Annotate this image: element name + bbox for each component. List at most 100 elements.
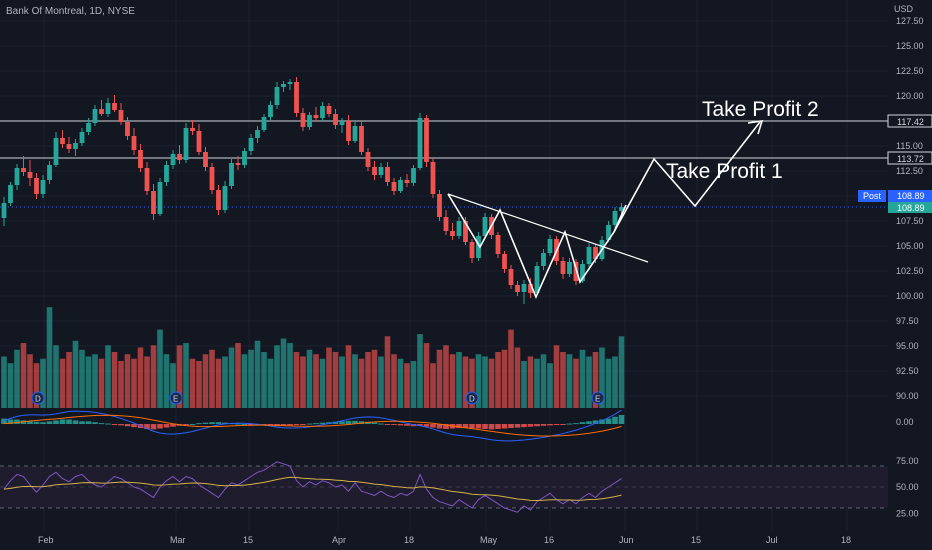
candle-body-49 <box>320 106 325 118</box>
volume-bar-91 <box>592 352 599 408</box>
candle-body-28 <box>183 128 189 160</box>
candle-body-8 <box>53 138 59 165</box>
candle-body-74 <box>482 217 488 236</box>
candle-body-81 <box>528 284 533 293</box>
volume-bar-52 <box>339 356 345 408</box>
macd-bar-46 <box>300 424 306 425</box>
candle-body-33 <box>216 190 221 210</box>
macd-bar-17 <box>111 424 118 425</box>
volume-bar-79 <box>514 347 521 408</box>
macd-bar-76 <box>495 424 501 429</box>
time-axis[interactable]: Feb Mar 15 Apr 18 May 16 Jun 15 Jul 18 <box>38 535 851 545</box>
volume-bar-92 <box>599 347 605 408</box>
macd-bar-83 <box>540 424 547 426</box>
macd-bar-87 <box>566 423 573 425</box>
macd-bar-22 <box>144 424 150 429</box>
candle-body-58 <box>378 167 384 175</box>
macd-bar-34 <box>222 422 228 424</box>
macd-bar-37 <box>241 424 248 425</box>
price-tick-5: 115.00 <box>896 141 923 151</box>
macd-bar-6 <box>40 422 46 424</box>
volume-bar-77 <box>501 349 508 408</box>
volume-bar-72 <box>469 358 475 408</box>
macd-bar-95 <box>618 415 625 424</box>
macd-bar-7 <box>46 421 53 424</box>
candle-body-57 <box>372 167 377 175</box>
candle-body-52 <box>339 121 345 125</box>
volume-bar-30 <box>196 360 202 408</box>
volume-bar-70 <box>456 352 462 408</box>
candle-body-53 <box>346 121 351 141</box>
volume-bar-7 <box>46 307 53 408</box>
volume-bar-87 <box>566 354 573 408</box>
volume-bar-14 <box>92 354 98 408</box>
macd-bar-82 <box>534 424 540 427</box>
event-marker-label-3: E <box>595 395 600 404</box>
macd-bar-94 <box>612 416 618 424</box>
candle-body-76 <box>495 235 501 254</box>
candle-body-65 <box>424 118 429 162</box>
macd-bar-74 <box>482 424 488 429</box>
candle-body-73 <box>476 236 481 258</box>
candle-body-56 <box>365 152 371 167</box>
macd-bar-10 <box>66 419 72 424</box>
time-tick-0: Feb <box>38 535 54 545</box>
event-marker-1 <box>169 391 183 405</box>
macd-bar-81 <box>527 424 534 427</box>
tp1-badge <box>887 151 932 165</box>
candle-body-45 <box>294 82 299 113</box>
volume-bar-19 <box>124 354 131 408</box>
candle-body-36 <box>235 163 241 165</box>
macd-bar-36 <box>235 423 241 425</box>
volume-bar-17 <box>111 352 118 408</box>
volume-bar-39 <box>254 340 261 408</box>
candle-body-2 <box>14 168 20 185</box>
candle-body-89 <box>580 264 585 281</box>
volume-bar-78 <box>508 329 514 408</box>
macd-bar-5 <box>33 421 40 424</box>
projection-path[interactable] <box>613 121 761 233</box>
tp2-badge-text: 117.42 <box>897 117 924 127</box>
candle-body-38 <box>248 138 254 151</box>
candle-body-63 <box>411 168 416 183</box>
candle-body-7 <box>47 165 52 180</box>
chart-title: Bank Of Montreal, 1D, NYSE <box>6 6 135 17</box>
post-price-badge <box>888 190 932 202</box>
candle-body-21 <box>138 150 143 168</box>
candle-body-87 <box>567 262 572 274</box>
signal-line <box>3 414 622 437</box>
w-pattern-line[interactable] <box>447 193 627 300</box>
volume-bar-23 <box>150 345 157 408</box>
macd-bar-90 <box>586 421 592 424</box>
take-profit-2-label: Take Profit 2 <box>702 98 819 121</box>
candle-body-83 <box>541 253 546 266</box>
candle-body-68 <box>443 217 449 231</box>
time-tick-4: 18 <box>404 535 414 545</box>
volume-bar-88 <box>573 358 579 408</box>
volume-bar-42 <box>274 345 280 408</box>
volume-bar-63 <box>410 360 417 408</box>
volume-bar-29 <box>189 358 196 408</box>
macd-bar-48 <box>313 423 319 425</box>
candle-body-29 <box>190 128 195 131</box>
candle-body-39 <box>255 130 260 138</box>
descending-trendline[interactable] <box>447 193 649 263</box>
volume-bar-66 <box>430 363 436 408</box>
volume-bar-50 <box>326 347 332 408</box>
macd-bar-53 <box>345 420 352 424</box>
volume-bar-26 <box>170 363 176 408</box>
candle-body-31 <box>203 152 208 167</box>
volume-bar-32 <box>209 349 215 408</box>
volume-bar-93 <box>605 358 612 408</box>
volume-bar-48 <box>313 354 319 408</box>
macd-bar-67 <box>436 424 443 429</box>
time-tick-9: Jul <box>766 535 778 545</box>
pattern-drawing[interactable] <box>447 120 764 300</box>
candle-body-80 <box>521 284 527 292</box>
time-tick-10: 18 <box>841 535 851 545</box>
candle-body-13 <box>86 123 91 132</box>
rsi-tick-2: 25.00 <box>896 508 919 518</box>
